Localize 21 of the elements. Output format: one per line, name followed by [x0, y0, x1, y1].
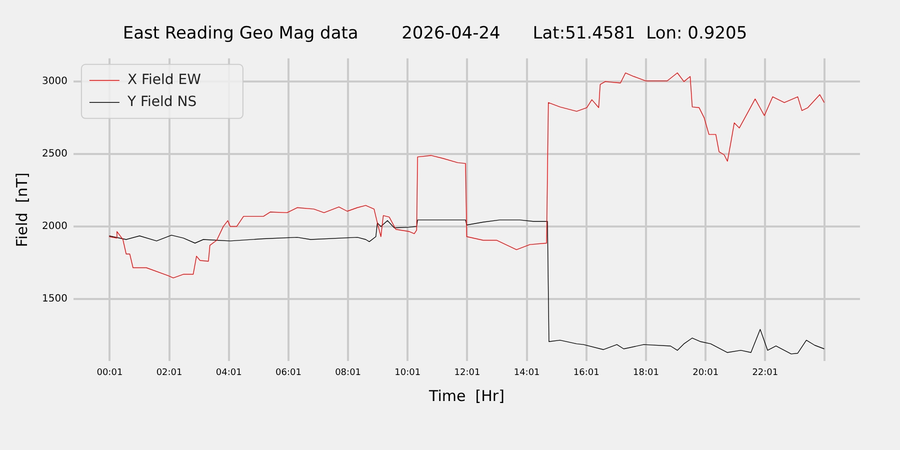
x-tick-label: 04:01: [216, 368, 242, 378]
x-tick-label: 12:01: [454, 368, 480, 378]
x-tick-label: 20:01: [692, 368, 719, 378]
legend-label: Y Field NS: [126, 94, 197, 110]
x-tick-label: 10:01: [394, 368, 421, 378]
chart-title: East Reading Geo Mag data 2026-04-24 Lat:51.4581 Lon: 0.9205: [122, 24, 748, 44]
y-tick-label: 1500: [42, 293, 68, 304]
y-tick-label: 2000: [42, 221, 68, 232]
x-tick-label: 00:01: [96, 368, 123, 378]
y-axis-title: Field [nT]: [12, 172, 31, 248]
x-tick-label: 08:01: [335, 368, 362, 378]
x-tick-label: 06:01: [275, 368, 302, 378]
y-tick-label: 2500: [42, 148, 68, 160]
y-tick-label: 3000: [42, 76, 68, 88]
x-tick-label: 02:01: [156, 368, 182, 378]
x-tick-label: 22:01: [752, 368, 778, 378]
x-tick-label: 16:01: [573, 368, 600, 378]
x-tick-label: 18:01: [633, 368, 659, 378]
x-axis-title: Time [Hr]: [428, 386, 504, 405]
x-tick-label: 14:01: [514, 368, 540, 378]
legend-label: X Field EW: [127, 72, 202, 88]
